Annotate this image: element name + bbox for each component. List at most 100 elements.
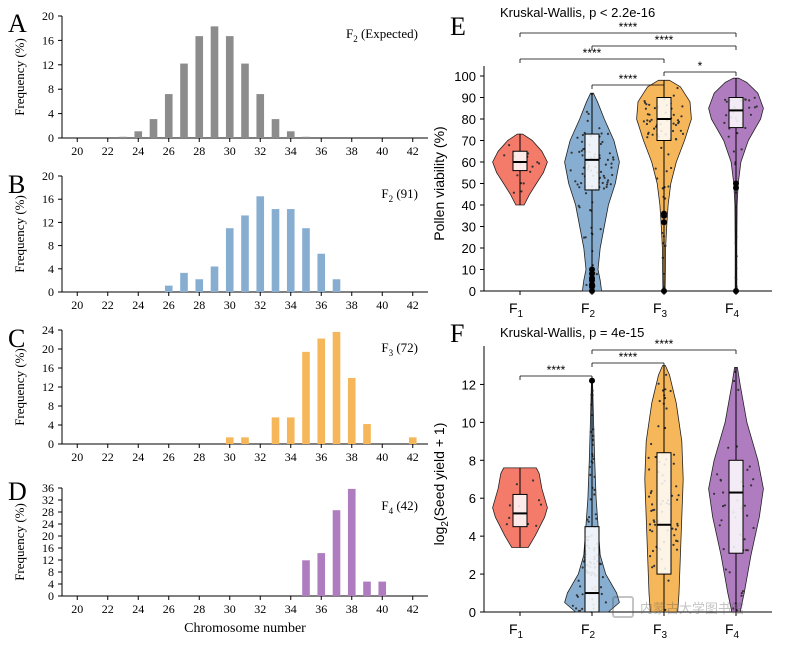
bar xyxy=(317,253,326,292)
x-tick-label: 42 xyxy=(407,144,419,158)
y-tick-label: 36 xyxy=(42,481,54,495)
jitter-point xyxy=(601,140,604,144)
jitter-point xyxy=(743,504,747,507)
x-tick-label: 30 xyxy=(224,144,236,158)
jitter-point xyxy=(646,113,650,116)
jitter-point xyxy=(508,516,511,520)
jitter-point xyxy=(574,180,577,183)
x-tick-label: 20 xyxy=(71,602,83,616)
jitter-point xyxy=(656,177,659,180)
x-tick-label: 22 xyxy=(102,144,114,158)
y-tick-label: 0 xyxy=(48,589,54,603)
x-tick-label: 34 xyxy=(285,144,297,158)
jitter-point xyxy=(647,456,650,459)
y-tick-label: 16 xyxy=(42,192,54,206)
jitter-point xyxy=(752,526,755,530)
jitter-point xyxy=(721,505,725,508)
jitter-point xyxy=(665,407,668,410)
jitter-point xyxy=(744,126,747,130)
jitter-point xyxy=(645,122,649,126)
y-tick-label: 10 xyxy=(462,415,476,430)
y-tick-label: 4 xyxy=(48,577,54,591)
jitter-point xyxy=(577,579,580,582)
jitter-point xyxy=(677,120,681,123)
outlier-point xyxy=(589,270,595,277)
jitter-point xyxy=(646,119,649,122)
y-tick-label: 20 xyxy=(42,529,54,543)
bar xyxy=(317,338,326,444)
y-tick-label: 0 xyxy=(469,284,476,299)
violin-group: F1 xyxy=(492,467,548,641)
x-tick-label: 32 xyxy=(254,144,266,158)
jitter-point xyxy=(539,503,543,506)
x-tick-label: 34 xyxy=(285,602,297,616)
jitter-point xyxy=(581,133,585,137)
x-tick-label: 36 xyxy=(315,450,327,464)
watermark-icon xyxy=(612,596,634,618)
bar xyxy=(271,417,280,444)
jitter-point xyxy=(538,162,541,165)
jitter-point xyxy=(654,455,657,459)
jitter-point xyxy=(667,153,670,156)
jitter-point xyxy=(644,107,648,110)
bar xyxy=(332,331,341,444)
jitter-point xyxy=(593,475,596,478)
jitter-point xyxy=(679,129,683,132)
violin-group: F2 xyxy=(564,380,620,641)
jitter-point xyxy=(527,152,530,155)
bar xyxy=(256,94,265,138)
outlier-point xyxy=(661,219,667,226)
jitter-point xyxy=(649,555,652,558)
y-tick-label: 12 xyxy=(42,58,54,72)
jitter-point xyxy=(588,465,591,469)
jitter-point xyxy=(653,564,656,568)
jitter-point xyxy=(676,522,679,525)
x-tick-label: 38 xyxy=(346,602,358,616)
jitter-point xyxy=(592,428,595,431)
jitter-point xyxy=(585,283,588,287)
y-tick-label: 6 xyxy=(469,491,476,506)
y-tick-label: 8 xyxy=(469,453,476,468)
x-tick-label: 40 xyxy=(376,450,388,464)
jitter-point xyxy=(516,174,519,177)
x-tick-label: 40 xyxy=(376,298,388,312)
jitter-point xyxy=(599,228,602,231)
panel-E: E Kruskal-Wallis, p < 2.2e-16 0 10 20 30 40 50 6… xyxy=(431,5,772,320)
jitter-point xyxy=(648,495,651,498)
significance-label: **** xyxy=(619,20,638,34)
jitter-point xyxy=(587,520,590,523)
chart-title: F3 (72) xyxy=(381,340,418,358)
jitter-point xyxy=(537,499,541,502)
bar xyxy=(271,119,280,138)
bar xyxy=(225,36,234,138)
y-tick-label: 28 xyxy=(42,505,54,519)
jitter-point xyxy=(605,185,608,189)
jitter-point xyxy=(753,106,757,109)
y-tick-label: 4 xyxy=(48,107,54,121)
y-tick-label: 20 xyxy=(42,9,54,23)
jitter-point xyxy=(658,399,661,403)
bar xyxy=(210,26,219,138)
y-axis-label: Frequency (%) xyxy=(12,503,27,581)
jitter-point xyxy=(529,170,532,173)
jitter-point xyxy=(680,115,683,118)
jitter-point xyxy=(654,523,657,526)
significance-bracket: **** xyxy=(591,337,737,354)
jitter-point xyxy=(505,523,508,526)
jitter-point xyxy=(723,504,727,507)
y-axis-label: log2(Seed yield + 1) xyxy=(431,423,451,546)
bar xyxy=(302,228,310,292)
jitter-point xyxy=(651,549,655,553)
jitter-point xyxy=(607,179,610,182)
significance-bracket: **** xyxy=(519,46,665,63)
x-tick-label: F3 xyxy=(653,621,668,641)
jitter-point xyxy=(508,504,511,507)
jitter-point xyxy=(582,148,585,151)
jitter-point xyxy=(508,144,511,147)
y-tick-label: 0 xyxy=(469,605,476,620)
y-tick-label: 24 xyxy=(42,517,54,531)
jitter-point xyxy=(610,162,613,165)
jitter-point xyxy=(580,140,584,143)
jitter-point xyxy=(606,181,609,184)
